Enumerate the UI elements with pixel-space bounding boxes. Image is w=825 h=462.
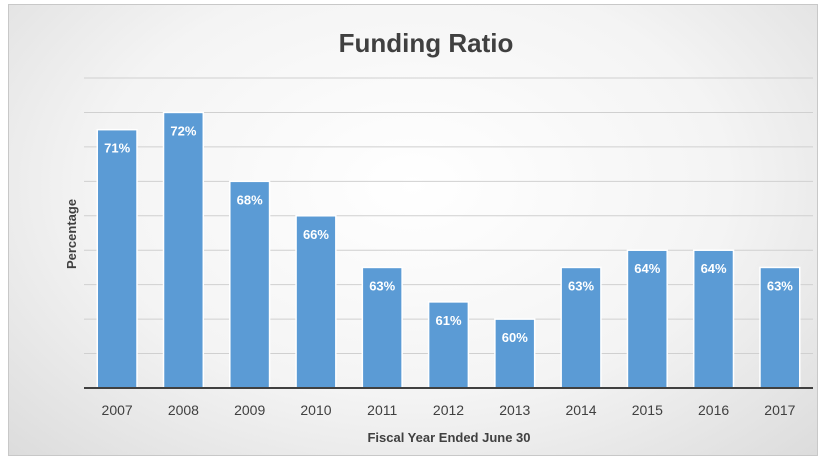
data-label-2015: 64% xyxy=(634,261,660,276)
bar-2017 xyxy=(759,266,801,389)
bar-2009 xyxy=(229,180,271,389)
data-label-2008: 72% xyxy=(170,123,196,138)
data-label-2013: 60% xyxy=(502,330,528,345)
data-label-2016: 64% xyxy=(701,261,727,276)
bar-2016 xyxy=(692,249,735,389)
gridlines xyxy=(84,77,813,355)
x-tick-label-2015: 2015 xyxy=(632,402,663,418)
chart-title: Funding Ratio xyxy=(339,28,514,58)
chart-area xyxy=(8,4,818,456)
x-axis-tick-labels: 2007 2008 2009 2010 2011 2012 2013 2014 2015 2016… xyxy=(102,402,796,418)
bar-series: 71% 72% 68% 66% 63% 61% 60% 63% 64% 64% 63% xyxy=(96,111,801,389)
x-tick-label-2014: 2014 xyxy=(565,402,596,418)
bar-2011 xyxy=(361,266,403,389)
data-label-2017: 63% xyxy=(767,278,793,293)
x-tick-label-2013: 2013 xyxy=(499,402,530,418)
bar-2007 xyxy=(96,128,138,389)
x-tick-label-2010: 2010 xyxy=(300,402,331,418)
bar-2015 xyxy=(626,249,668,389)
x-tick-label-2017: 2017 xyxy=(764,402,795,418)
data-label-2009: 68% xyxy=(237,192,263,207)
x-tick-label-2016: 2016 xyxy=(698,402,729,418)
x-tick-label-2012: 2012 xyxy=(433,402,464,418)
data-label-2007: 71% xyxy=(104,141,130,156)
x-tick-label-2007: 2007 xyxy=(102,402,133,418)
bar-2008 xyxy=(162,111,205,389)
x-axis-title: Fiscal Year Ended June 30 xyxy=(367,430,530,445)
data-label-2014: 63% xyxy=(568,278,594,293)
data-label-2010: 66% xyxy=(303,227,329,242)
bar-2012 xyxy=(427,301,470,389)
bar-2010 xyxy=(295,215,337,389)
y-axis-title: Percentage xyxy=(64,199,79,269)
x-tick-label-2011: 2011 xyxy=(367,402,397,418)
data-label-2012: 61% xyxy=(435,313,461,328)
data-label-2011: 63% xyxy=(369,278,395,293)
x-tick-label-2008: 2008 xyxy=(168,402,199,418)
x-tick-label-2009: 2009 xyxy=(234,402,265,418)
